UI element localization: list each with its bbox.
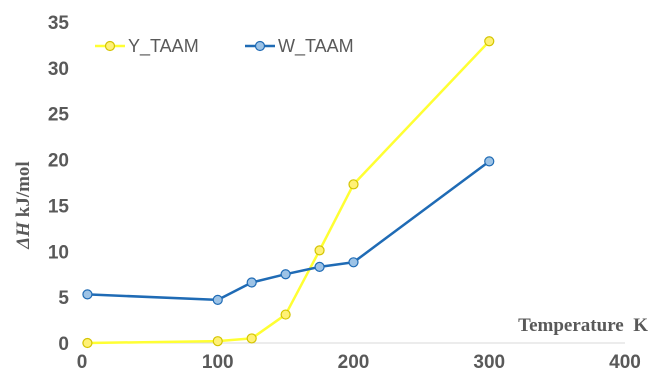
- data-point-w-taam: [82, 289, 93, 300]
- data-point-w-taam: [280, 269, 291, 280]
- series-w-taam: [82, 156, 495, 305]
- data-point-y-taam: [314, 245, 325, 256]
- y-tick-labels: 0 5 10 15 20 25 30 35: [48, 13, 70, 355]
- legend-label: Y_TAAM: [128, 36, 199, 57]
- series-y-taam: [82, 36, 495, 349]
- y-tick-label: 10: [48, 242, 69, 263]
- data-point-y-taam: [484, 36, 495, 47]
- data-point-w-taam: [314, 261, 325, 272]
- legend-swatch-marker: [254, 40, 266, 52]
- series-line-w-taam: [87, 160, 490, 302]
- data-point-y-taam: [246, 333, 257, 344]
- y-axis-title-unit: kJ/mol: [13, 161, 34, 222]
- legend: Y_TAAM W_TAAM: [95, 36, 354, 57]
- x-tick-label: 200: [338, 352, 370, 373]
- y-tick-label: 5: [58, 288, 69, 309]
- legend-item-w-taam: W_TAAM: [245, 36, 354, 57]
- legend-item-y-taam: Y_TAAM: [95, 36, 199, 57]
- data-point-w-taam: [212, 294, 223, 305]
- data-point-w-taam: [484, 156, 495, 167]
- x-tick-label: 300: [473, 352, 505, 373]
- x-axis-title: Temperature K: [518, 315, 648, 336]
- y-axis-title-symbol: ΔH: [13, 221, 34, 250]
- data-point-y-taam: [212, 336, 223, 347]
- data-point-w-taam: [246, 277, 257, 288]
- legend-swatch-marker: [104, 40, 116, 52]
- data-point-y-taam: [348, 179, 359, 190]
- y-tick-label: 20: [48, 151, 69, 172]
- y-tick-label: 15: [48, 196, 70, 217]
- legend-label: W_TAAM: [278, 36, 354, 57]
- x-tick-label: 0: [77, 352, 88, 373]
- x-tick-label: 400: [609, 352, 641, 373]
- x-tick-labels: 0 100 200 300 400: [77, 352, 641, 373]
- y-axis-title: ΔH kJ/mol: [13, 161, 34, 249]
- data-point-y-taam: [280, 309, 291, 320]
- y-tick-label: 30: [48, 59, 69, 80]
- y-tick-label: 35: [48, 13, 70, 34]
- data-point-y-taam: [82, 337, 93, 349]
- y-tick-label: 25: [48, 105, 70, 126]
- x-tick-label: 100: [202, 352, 234, 373]
- series-layer: [82, 36, 495, 349]
- data-point-w-taam: [348, 257, 359, 268]
- y-tick-label: 0: [58, 334, 69, 355]
